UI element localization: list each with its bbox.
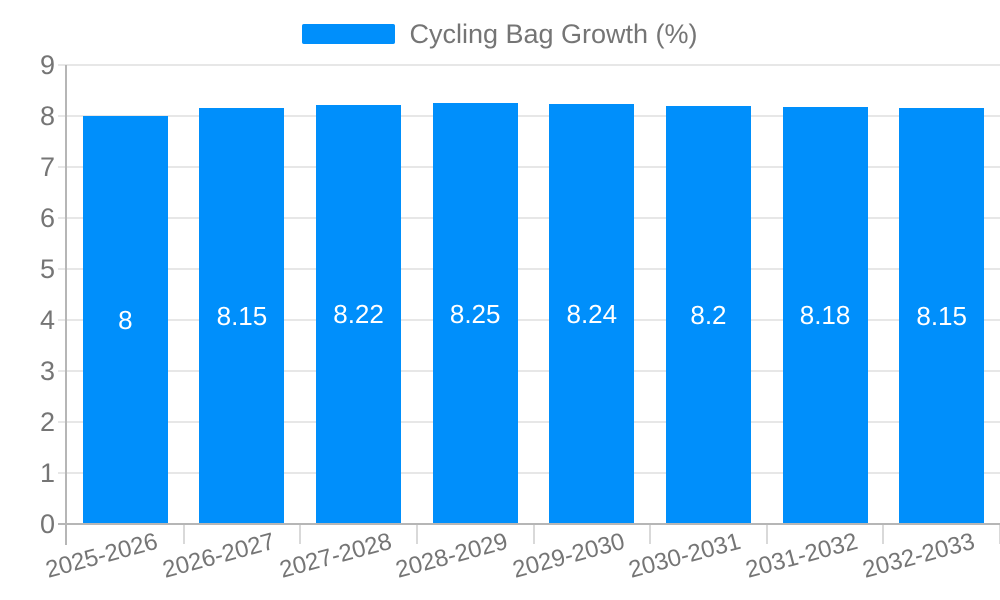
x-axis-tick: [299, 525, 302, 544]
x-axis-tick: [532, 525, 535, 544]
bar-value-label: 8.22: [333, 299, 384, 330]
y-tick-label: 2: [39, 407, 55, 437]
bar[interactable]: 8.25: [432, 103, 518, 524]
legend-swatch-icon: [302, 24, 396, 44]
bar-value-label: 8.25: [449, 298, 501, 329]
bar[interactable]: 8: [82, 116, 168, 524]
gridline: [58, 472, 1000, 474]
y-axis-line: [65, 65, 67, 545]
bar[interactable]: 8.2: [665, 105, 751, 524]
y-tick-label: 7: [39, 152, 55, 182]
y-tick-label: 4: [39, 305, 55, 335]
bar[interactable]: 8.15: [199, 108, 285, 524]
gridline: [58, 370, 1000, 372]
bar[interactable]: 8.24: [549, 103, 635, 524]
y-tick-label: 0: [39, 509, 55, 539]
y-tick-label: 6: [39, 203, 55, 233]
x-axis-tick: [882, 525, 885, 544]
gridline: [58, 268, 1000, 270]
bar-value-label: 8.15: [916, 301, 967, 332]
bar-value-label: 8.2: [690, 299, 727, 330]
gridline: [58, 421, 1000, 423]
bar[interactable]: 8.15: [899, 108, 985, 524]
gridline: [58, 115, 1000, 117]
bar-value-label: 8.18: [799, 300, 851, 331]
bar-value-label: 8.24: [566, 298, 618, 329]
y-tick-label: 5: [39, 254, 55, 284]
gridline: [58, 64, 1000, 66]
x-axis-tick: [649, 525, 652, 544]
x-axis-tick: [182, 525, 185, 544]
gridline: [58, 319, 1000, 321]
legend-item[interactable]: Cycling Bag Growth (%): [0, 16, 1000, 52]
bar-value-label: 8.15: [216, 301, 268, 332]
x-axis-tick: [765, 525, 768, 544]
x-axis-tick: [415, 525, 418, 544]
y-tick-label: 8: [39, 101, 55, 131]
gridline: [58, 166, 1000, 168]
bar-value-label: 8: [118, 305, 133, 335]
x-axis-baseline: [58, 523, 1000, 525]
y-tick-label: 1: [39, 458, 55, 488]
bar[interactable]: 8.18: [782, 106, 868, 524]
y-tick-label: 3: [39, 356, 55, 386]
gridline: [58, 217, 1000, 219]
bar[interactable]: 8.22: [316, 104, 402, 524]
legend-label: Cycling Bag Growth (%): [409, 18, 698, 49]
y-tick-label: 9: [39, 50, 55, 80]
